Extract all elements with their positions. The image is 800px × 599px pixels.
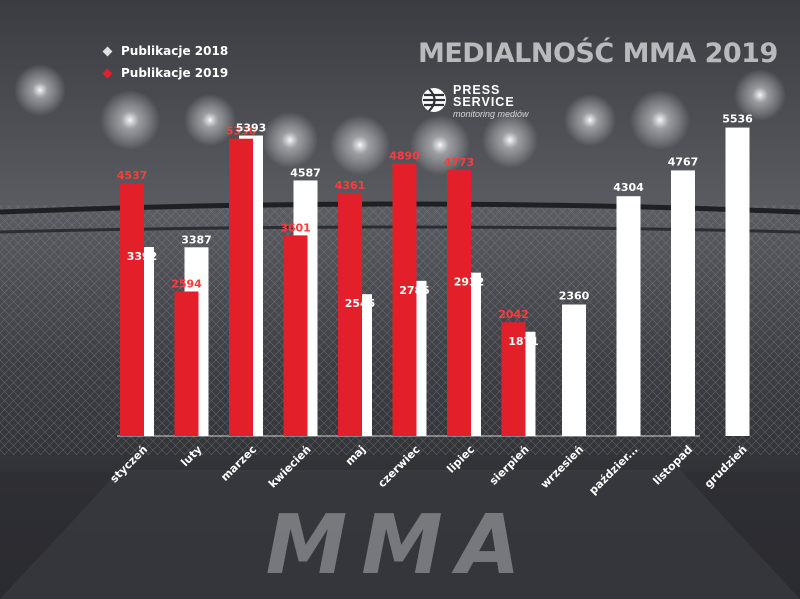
legend: Publikacje 2018 Publikacje 2019: [102, 40, 229, 84]
x-tick-label: grudzień: [702, 443, 750, 491]
data-label-2018: 2360: [559, 290, 590, 303]
logo-text: PRESS SERVICE monitoring mediów: [453, 84, 529, 120]
data-label-2019: 3601: [280, 221, 311, 234]
bar-2019: [447, 170, 471, 436]
data-label-2018: 5536: [722, 113, 753, 126]
x-tick-label: kwiecień: [266, 443, 314, 491]
x-tick-label: paździer...: [586, 443, 640, 497]
data-label-2019: 4537: [117, 169, 148, 182]
bar-2018: [671, 170, 695, 436]
x-tick-label: czerwiec: [375, 443, 422, 490]
data-label-2018: 1871: [508, 335, 539, 348]
legend-item-2018: Publikacje 2018: [102, 40, 229, 62]
x-tick-label: marzec: [218, 443, 259, 484]
logo-line-2: SERVICE: [453, 95, 515, 109]
press-service-logo: PRESS SERVICE monitoring mediów: [420, 84, 550, 124]
bar-2019: [501, 322, 526, 436]
data-label-2018: 4587: [290, 166, 321, 179]
logo-sphere-icon: [422, 88, 446, 112]
legend-label-2019: Publikacje 2019: [121, 66, 229, 80]
x-tick-label: sierpień: [487, 443, 532, 488]
data-label-2018: 2785: [399, 284, 430, 297]
bar-2019: [120, 183, 144, 436]
data-label-2018: 3387: [181, 233, 212, 246]
bar-2019: [338, 193, 362, 436]
data-label-2018: 2545: [345, 297, 376, 310]
bar-2019: [392, 163, 417, 437]
bar-2019: [174, 291, 199, 436]
data-label-2018: 4304: [613, 181, 644, 194]
background-mma-text: MMA: [265, 498, 535, 593]
data-label-2019: 4773: [444, 156, 475, 169]
x-tick-label: maj: [343, 443, 368, 468]
data-label-2019: 2594: [171, 277, 202, 290]
data-label-2018: 3392: [127, 250, 158, 263]
logo-line-1: PRESS: [453, 83, 501, 97]
chart-title: MEDIALNOŚĆ MMA 2019: [418, 38, 778, 69]
bar-2018: [725, 127, 750, 437]
legend-label-2018: Publikacje 2018: [121, 44, 229, 58]
bar-2019: [283, 235, 308, 436]
ring-floor: [0, 470, 800, 599]
data-label-2018: 2932: [454, 276, 485, 289]
data-label-2019: 4361: [335, 179, 366, 192]
data-label-2019: 4890: [389, 150, 420, 163]
x-tick-label: wrzesień: [538, 443, 586, 491]
data-label-2019: 5336: [226, 125, 257, 138]
data-label-2018: 4767: [668, 155, 699, 168]
spotlights: [14, 64, 786, 175]
legend-item-2019: Publikacje 2019: [102, 62, 229, 84]
x-tick-label: styczeń: [108, 443, 151, 486]
x-tick-label: luty: [178, 443, 204, 469]
x-tick-label: lipiec: [444, 443, 477, 476]
bar-2018: [562, 304, 586, 436]
data-label-2019: 2042: [498, 308, 529, 321]
data-label-2018: 5393: [236, 122, 267, 135]
bar-2018: [616, 196, 641, 436]
bar-2019: [229, 138, 253, 437]
x-tick-label: listopad: [651, 443, 696, 488]
logo-line-3: monitoring mediów: [453, 109, 529, 119]
